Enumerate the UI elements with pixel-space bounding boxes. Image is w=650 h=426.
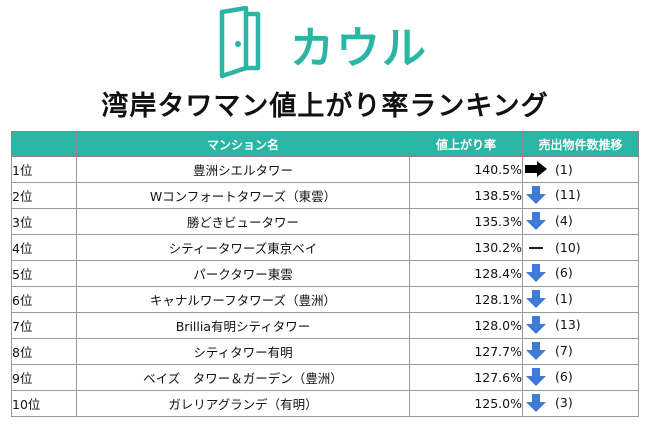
trend-cell: (10) [522, 234, 639, 261]
trend-cell: (7) [522, 338, 639, 365]
listing-count: (7) [555, 343, 573, 358]
arrow-down-icon [523, 315, 549, 335]
rank-cell: 4位 [11, 234, 77, 261]
arrow-down-icon [523, 185, 549, 205]
door-icon [219, 6, 261, 79]
rank-cell: 7位 [11, 312, 77, 339]
arrow-right-icon [523, 159, 549, 179]
rate-cell: 125.0% [409, 390, 523, 417]
trend-cell: (3) [522, 390, 639, 417]
listing-count: (6) [555, 265, 573, 280]
arrow-down-icon [523, 341, 549, 361]
table-header-row: マンション名 値上がり率 売出物件数推移 [11, 131, 639, 157]
rate-cell: 138.5% [409, 182, 523, 209]
property-name-cell: シティータワーズ東京ベイ [76, 234, 410, 261]
listing-count: (1) [555, 161, 573, 177]
property-name-cell: 勝どきビュータワー [76, 208, 410, 235]
rank-cell: 3位 [11, 208, 77, 235]
header-name: マンション名 [76, 131, 410, 157]
rate-cell: 127.7% [409, 338, 523, 365]
trend-cell: (1) [522, 156, 639, 183]
rank-cell: 2位 [11, 182, 77, 209]
trend-cell: (11) [522, 182, 639, 209]
ranking-table: マンション名 値上がり率 売出物件数推移 1位 豊洲シエルタワー 140.5% … [11, 131, 639, 417]
rate-cell: 127.6% [409, 364, 523, 391]
property-name-cell: Wコンフォートタワーズ（東雲） [76, 182, 410, 209]
rate-cell: 128.0% [409, 312, 523, 339]
brand-logo: カウル [216, 6, 456, 82]
rank-cell: 1位 [11, 156, 77, 183]
listing-count: (1) [555, 291, 573, 306]
header-trend: 売出物件数推移 [522, 131, 639, 157]
page-title: 湾岸タワマン値上がり率ランキング [101, 91, 549, 122]
property-name-cell: 豊洲シエルタワー [76, 156, 410, 183]
arrow-down-icon [523, 263, 549, 283]
trend-cell: (13) [522, 312, 639, 339]
table-row: 5位 パークタワー東雲 128.4% (6) [11, 260, 639, 287]
brand-name: カウル [290, 23, 428, 74]
trend-cell: (4) [522, 208, 639, 235]
table-row: 8位 シティタワー有明 127.7% (7) [11, 338, 639, 365]
trend-cell: (1) [522, 286, 639, 313]
listing-count: (10) [555, 240, 581, 255]
listing-count: (13) [555, 317, 581, 332]
trend-cell: (6) [522, 260, 639, 287]
property-name-cell: ベイズ タワー＆ガーデン（豊洲） [76, 364, 410, 391]
rate-cell: 135.3% [409, 208, 523, 235]
rank-cell: 6位 [11, 286, 77, 313]
table-row: 3位 勝どきビュータワー 135.3% (4) [11, 208, 639, 235]
trend-cell: (6) [522, 364, 639, 391]
table-row: 10位 ガレリアグランデ（有明） 125.0% (3) [11, 390, 639, 417]
rank-cell: 8位 [11, 338, 77, 365]
table-row: 7位 Brillia有明シティタワー 128.0% (13) [11, 312, 639, 339]
property-name-cell: Brillia有明シティタワー [76, 312, 410, 339]
listing-count: (6) [555, 369, 573, 384]
table-row: 6位 キャナルワーフタワーズ（豊洲） 128.1% (1) [11, 286, 639, 313]
property-name-cell: シティタワー有明 [76, 338, 410, 365]
listing-count: (3) [555, 395, 573, 410]
property-name-cell: キャナルワーフタワーズ（豊洲） [76, 286, 410, 313]
rank-cell: 9位 [11, 364, 77, 391]
table-row: 1位 豊洲シエルタワー 140.5% (1) [11, 156, 639, 183]
arrow-down-icon [523, 289, 549, 309]
property-name-cell: パークタワー東雲 [76, 260, 410, 287]
dash-icon [523, 238, 549, 258]
rate-cell: 128.1% [409, 286, 523, 313]
rate-cell: 130.2% [409, 234, 523, 261]
property-name-cell: ガレリアグランデ（有明） [76, 390, 410, 417]
listing-count: (4) [555, 213, 573, 228]
rate-cell: 128.4% [409, 260, 523, 287]
rank-cell: 5位 [11, 260, 77, 287]
listing-count: (11) [555, 187, 581, 202]
arrow-down-icon [523, 211, 549, 231]
rank-cell: 10位 [11, 390, 77, 417]
rate-cell: 140.5% [409, 156, 523, 183]
arrow-down-icon [523, 393, 549, 413]
table-row: 2位 Wコンフォートタワーズ（東雲） 138.5% (11) [11, 182, 639, 209]
table-row: 9位 ベイズ タワー＆ガーデン（豊洲） 127.6% (6) [11, 364, 639, 391]
header-rate: 値上がり率 [409, 131, 523, 157]
header-rank [11, 131, 77, 157]
arrow-down-icon [523, 367, 549, 387]
table-row: 4位 シティータワーズ東京ベイ 130.2% (10) [11, 234, 639, 261]
